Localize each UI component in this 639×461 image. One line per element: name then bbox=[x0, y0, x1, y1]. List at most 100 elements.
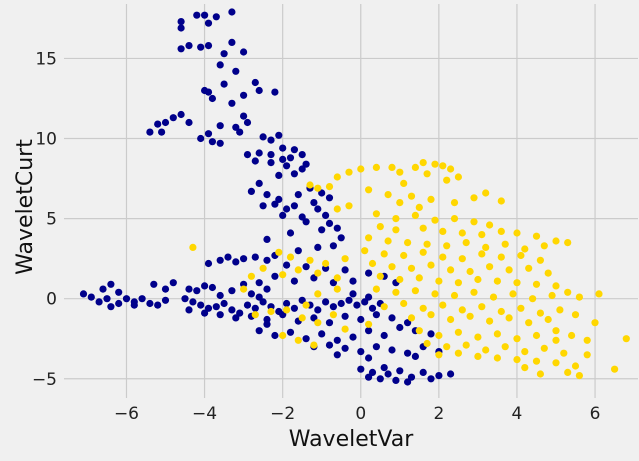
data-point bbox=[279, 144, 287, 152]
data-point bbox=[318, 226, 326, 234]
data-point bbox=[298, 213, 306, 221]
data-point bbox=[290, 277, 298, 285]
data-point bbox=[216, 291, 224, 300]
data-point bbox=[193, 11, 201, 19]
data-point bbox=[431, 160, 439, 168]
data-point bbox=[146, 299, 154, 308]
data-point bbox=[279, 311, 287, 319]
data-point bbox=[521, 245, 529, 253]
data-point bbox=[372, 163, 380, 171]
data-point bbox=[306, 256, 314, 264]
data-point bbox=[154, 301, 162, 309]
data-point bbox=[501, 240, 509, 248]
x-tick-label: 0 bbox=[355, 404, 366, 424]
data-points bbox=[79, 8, 630, 386]
data-point bbox=[279, 155, 287, 163]
data-point bbox=[571, 311, 580, 319]
data-point bbox=[279, 271, 287, 279]
data-point bbox=[525, 319, 533, 327]
data-point bbox=[407, 314, 416, 322]
data-point bbox=[271, 272, 279, 280]
data-point bbox=[486, 317, 494, 325]
data-point bbox=[283, 261, 291, 269]
data-point bbox=[560, 349, 568, 357]
data-point bbox=[404, 378, 412, 386]
data-point bbox=[240, 255, 248, 263]
y-tick-label: 0 bbox=[46, 290, 57, 310]
data-point bbox=[548, 291, 556, 300]
data-point bbox=[251, 157, 259, 165]
data-point bbox=[423, 240, 431, 248]
data-point bbox=[201, 11, 209, 19]
data-point bbox=[279, 331, 287, 340]
data-point bbox=[450, 291, 459, 300]
data-point bbox=[177, 110, 185, 119]
data-point bbox=[419, 304, 427, 312]
data-point bbox=[243, 301, 252, 309]
data-point bbox=[365, 234, 373, 242]
grid bbox=[64, 4, 638, 398]
data-point bbox=[103, 295, 111, 303]
data-point bbox=[450, 199, 459, 207]
data-point bbox=[212, 13, 220, 21]
data-point bbox=[146, 128, 154, 136]
data-point bbox=[286, 253, 295, 261]
data-point bbox=[232, 258, 240, 266]
data-point bbox=[552, 336, 560, 344]
data-point bbox=[298, 314, 306, 322]
data-point bbox=[232, 67, 240, 75]
data-point bbox=[212, 303, 220, 311]
data-point bbox=[513, 356, 521, 364]
data-point bbox=[267, 151, 275, 159]
data-point bbox=[275, 131, 283, 139]
data-point bbox=[486, 221, 494, 229]
data-point bbox=[154, 120, 162, 128]
data-point bbox=[454, 328, 462, 336]
data-point bbox=[497, 197, 505, 205]
data-point bbox=[443, 176, 451, 184]
data-point bbox=[236, 128, 244, 136]
data-point bbox=[427, 375, 435, 383]
data-point bbox=[322, 211, 330, 219]
data-point bbox=[255, 179, 263, 187]
data-point bbox=[396, 367, 404, 375]
data-point bbox=[294, 247, 302, 255]
data-point bbox=[372, 343, 380, 351]
data-point bbox=[208, 138, 216, 146]
data-point bbox=[427, 195, 435, 203]
data-point bbox=[497, 307, 505, 316]
data-point bbox=[540, 242, 548, 250]
x-axis-label: WaveletVar bbox=[289, 427, 414, 452]
data-point bbox=[368, 259, 377, 268]
data-point bbox=[392, 226, 400, 234]
data-point bbox=[411, 352, 419, 360]
data-point bbox=[333, 336, 341, 344]
data-point bbox=[275, 171, 283, 179]
data-point bbox=[283, 162, 291, 170]
data-point bbox=[232, 123, 240, 131]
data-point bbox=[564, 368, 572, 376]
data-point bbox=[400, 251, 408, 260]
data-point bbox=[251, 78, 259, 87]
data-point bbox=[158, 128, 166, 136]
data-point bbox=[388, 346, 396, 354]
data-point bbox=[404, 239, 412, 247]
data-point bbox=[189, 298, 197, 306]
data-point bbox=[478, 303, 486, 311]
data-point bbox=[298, 165, 306, 173]
data-point bbox=[544, 315, 552, 324]
data-point bbox=[290, 146, 298, 154]
data-point bbox=[431, 290, 439, 298]
data-point bbox=[228, 306, 236, 314]
data-point bbox=[454, 173, 462, 181]
y-axis-label: WaveletCurt bbox=[13, 139, 38, 275]
data-point bbox=[255, 293, 263, 301]
data-point bbox=[325, 183, 334, 191]
data-point bbox=[536, 256, 545, 264]
data-point bbox=[388, 263, 396, 271]
data-point bbox=[228, 99, 236, 107]
data-point bbox=[185, 306, 193, 314]
data-point bbox=[322, 259, 330, 268]
data-point bbox=[310, 341, 318, 349]
